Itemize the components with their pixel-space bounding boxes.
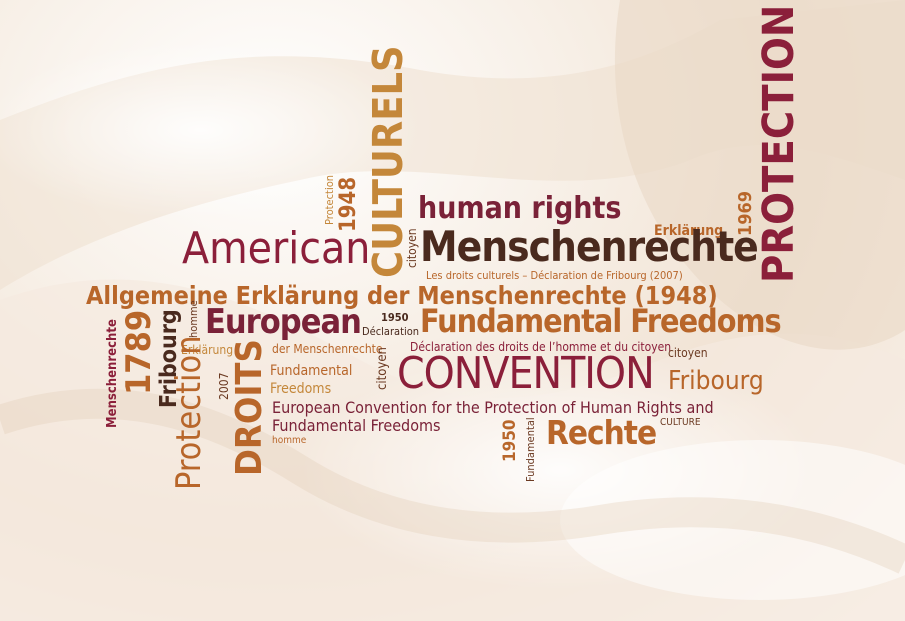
word-protection-small-1: Protection	[323, 174, 336, 225]
word-homme-2: homme	[272, 435, 307, 446]
word-citoyen-3: citoyen	[375, 347, 390, 390]
word-fundamental-1: Fundamental	[270, 363, 353, 379]
word-european: European	[205, 302, 362, 342]
word-2007: 2007	[217, 372, 231, 400]
word-declaration-1: Déclaration	[362, 325, 420, 338]
word-menschenrechte-large: Menschenrechte	[420, 222, 759, 271]
word-freedoms-1: Freedoms	[270, 381, 332, 397]
word-culture: CULTURE	[660, 417, 701, 428]
word-human-rights: human rights	[418, 191, 622, 226]
word-homme-1: homme	[187, 300, 200, 338]
word-1950-a: 1950	[381, 311, 409, 324]
word-allgemeine: Allgemeine Erklärung der Menschenrechte …	[86, 281, 718, 310]
word-droits-culturels-fribourg: Les droits culturels – Déclaration de Fr…	[426, 269, 683, 282]
word-fundamental-2: Fundamental	[524, 417, 537, 482]
word-1950-b: 1950	[500, 419, 520, 462]
word-1789: 1789	[119, 309, 159, 395]
word-declaration-droits-homme: Déclaration des droits de l’homme et du …	[410, 340, 672, 354]
word-european-convention-2: Fundamental Freedoms	[272, 416, 441, 435]
word-rechte: Rechte	[546, 413, 657, 452]
word-citoyen-2: citoyen	[668, 346, 708, 360]
word-fribourg-2: Fribourg	[668, 366, 764, 396]
word-culturels: CULTURELS	[364, 45, 412, 278]
word-american: American	[182, 223, 371, 274]
word-erklarung-2: Erklärung	[181, 343, 234, 357]
word-protection-large: PROTECTION	[754, 4, 804, 283]
word-fundamental-freedoms-large: Fundamental Freedoms	[420, 302, 782, 340]
word-erklarung-1: Erklärung	[654, 223, 724, 239]
word-citoyen-1: citoyen	[405, 228, 419, 268]
word-menschenrechte-small: Menschenrechte	[105, 319, 120, 428]
word-protection-2: Protection	[169, 335, 209, 490]
word-convention: CONVENTION	[397, 348, 655, 399]
word-european-convention-1: European Convention for the Protection o…	[272, 398, 714, 417]
word-droits: DROITS	[229, 339, 270, 476]
word-der-menschenrechte: der Menschenrechte	[272, 342, 383, 356]
